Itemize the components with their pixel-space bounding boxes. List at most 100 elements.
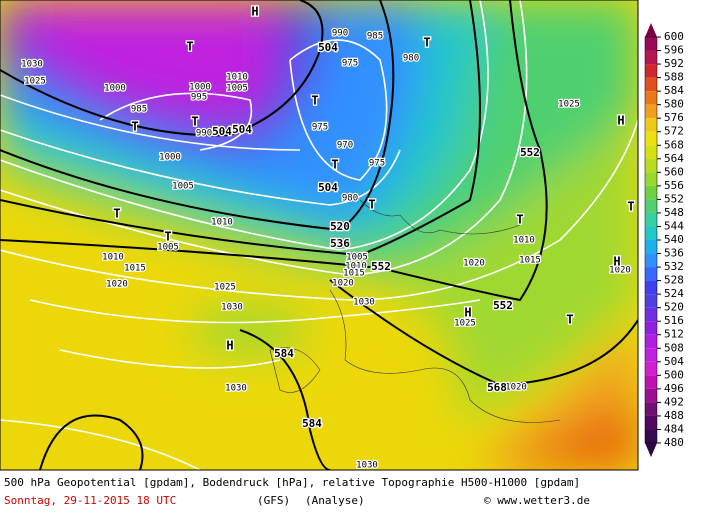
colorbar-tick-label: 584: [664, 84, 684, 97]
colorbar-segment: [645, 348, 657, 362]
colorbar-tick-label: 564: [664, 152, 684, 165]
pressure-center-marker: H: [226, 339, 233, 353]
pressure-center-marker: T: [423, 36, 430, 50]
colorbar-segment: [645, 375, 657, 389]
pressure-label: 1005: [226, 84, 248, 94]
geopotential-label: 504: [318, 181, 338, 194]
colorbar-segment: [645, 429, 657, 443]
colorbar-segment: [645, 37, 657, 51]
pressure-label: 975: [342, 59, 358, 69]
geopotential-label: 520: [330, 220, 350, 233]
geopotential-label: 536: [330, 237, 350, 250]
geopotential-label: 584: [302, 417, 322, 430]
pressure-label: 1025: [214, 283, 236, 293]
colorbar-tick-label: 588: [664, 71, 684, 84]
colorbar-segment: [645, 145, 657, 159]
colorbar-segment: [645, 185, 657, 200]
pressure-label: 1010: [211, 218, 233, 228]
colorbar-segment: [645, 321, 657, 335]
colorbar-segment: [645, 118, 657, 132]
colorbar-segment: [645, 294, 657, 308]
pressure-label: 1020: [609, 266, 631, 276]
colorbar-segment: [645, 402, 657, 416]
pressure-label: 1000: [159, 153, 181, 163]
colorbar-tick-label: 500: [664, 368, 684, 381]
colorbar-segment: [645, 334, 657, 349]
pressure-label: 1000: [104, 84, 126, 94]
pressure-center-marker: T: [311, 94, 318, 108]
colorbar-segment: [645, 226, 657, 240]
pressure-label: 1025: [454, 319, 476, 329]
colorbar-tick-label: 484: [664, 422, 684, 435]
pressure-label: 1020: [332, 279, 354, 289]
colorbar-segment: [645, 267, 657, 281]
colorbar-bottom: [645, 443, 657, 457]
pressure-label: 995: [191, 93, 207, 103]
geopotential-label: 552: [520, 146, 540, 159]
pressure-label: 975: [312, 123, 328, 133]
pressure-center-marker: H: [617, 114, 624, 128]
colorbar-tick-label: 496: [664, 382, 684, 395]
pressure-label: 1030: [356, 461, 378, 471]
colorbar-tick-label: 532: [664, 260, 684, 273]
pressure-label: 1015: [124, 264, 146, 274]
pressure-label: 1025: [558, 100, 580, 110]
pressure-label: 1030: [221, 303, 243, 313]
colorbar-segment: [645, 361, 657, 376]
pressure-center-marker: T: [186, 40, 193, 54]
colorbar-segment: [645, 199, 657, 213]
colorbar-tick-label: 528: [664, 274, 684, 287]
colorbar-segment: [645, 172, 657, 186]
pressure-center-marker: T: [368, 198, 375, 212]
pressure-center-marker: T: [164, 230, 171, 244]
colorbar-tick-label: 536: [664, 247, 684, 260]
colorbar-segment: [645, 131, 657, 146]
geopotential-label: 504: [318, 41, 338, 54]
colorbar-top: [645, 23, 657, 37]
colorbar-segment: [645, 240, 657, 254]
pressure-center-marker: T: [131, 120, 138, 134]
pressure-label: 1005: [346, 253, 368, 263]
pressure-center-marker: H: [464, 306, 471, 320]
pressure-label: 970: [337, 141, 353, 151]
pressure-label: 985: [367, 32, 383, 42]
geopotential-contours: [0, 0, 638, 470]
pressure-label: 1015: [343, 269, 365, 279]
colorbar-tick-label: 560: [664, 165, 684, 178]
colorbar-segment: [645, 307, 657, 322]
map-frame: [0, 0, 639, 471]
colorbar-tick-label: 576: [664, 111, 684, 124]
colorbar-tick-label: 592: [664, 57, 684, 70]
footer-model: (GFS): [257, 494, 290, 507]
pressure-center-marker: T: [191, 115, 198, 129]
footer-description: 500 hPa Geopotential [gpdam], Bodendruck…: [4, 476, 580, 489]
coastlines: [269, 199, 561, 423]
pressure-center-marker: T: [516, 213, 523, 227]
pressure-label: 990: [196, 129, 212, 139]
pressure-label: 1025: [24, 77, 46, 87]
colorbar-tick-label: 540: [664, 233, 684, 246]
colorbar-tick-label: 596: [664, 44, 684, 57]
colorbar-tick-label: 488: [664, 409, 684, 422]
pressure-label: 990: [332, 29, 348, 39]
pressure-label: 980: [403, 54, 419, 64]
pressure-label: 1015: [519, 256, 541, 266]
map: 990 985 975 980 1030 1025 1000 1010 1005 1000 995 9…: [0, 0, 638, 471]
pressure-label: 1010: [513, 236, 535, 246]
colorbar-segment: [645, 253, 657, 268]
colorbar-tick-label: 552: [664, 192, 684, 205]
isobars: [0, 0, 638, 470]
colorbar-tick-label: 508: [664, 341, 684, 354]
colorbar-tick-label: 520: [664, 301, 684, 314]
geopotential-label: 504: [212, 125, 232, 138]
pressure-center-marker: T: [627, 200, 634, 214]
colorbar: 6005965925885845805765725685645605565525…: [644, 23, 684, 457]
footer-credit: © www.wetter3.de: [484, 494, 590, 507]
colorbar-segment: [645, 50, 657, 65]
pressure-center-marker: H: [613, 255, 620, 269]
pressure-center-marker: T: [566, 313, 573, 327]
geopotential-label: 552: [493, 299, 513, 312]
colorbar-tick-label: 480: [664, 436, 684, 449]
colorbar-tick-label: 492: [664, 395, 684, 408]
